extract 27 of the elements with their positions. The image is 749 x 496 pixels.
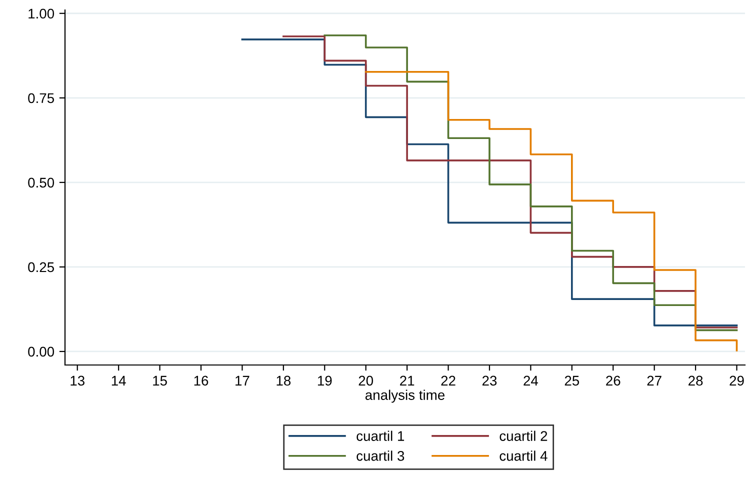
y-tick-label: 0.25: [28, 262, 54, 272]
x-tick-label: 20: [358, 376, 374, 386]
x-tick-label: 17: [236, 376, 250, 386]
x-tick-label: 21: [400, 376, 414, 386]
y-tick-label: 0.00: [28, 346, 54, 357]
x-tick-label: 18: [276, 376, 291, 386]
x-tick-label: 15: [153, 376, 167, 386]
y-tick-label: 1.00: [28, 8, 54, 19]
legend-label: cuartil 4: [500, 450, 548, 461]
x-tick-label: 13: [70, 376, 84, 386]
x-tick-label: 24: [524, 376, 538, 386]
legend-label: cuartil 1: [356, 430, 404, 441]
x-tick-label: 16: [194, 376, 208, 386]
x-tick-label: 14: [112, 376, 126, 386]
x-axis-title: analysis time: [365, 390, 445, 403]
x-tick-label: 19: [318, 376, 332, 386]
x-tick-label: 27: [647, 376, 662, 386]
x-tick-label: 22: [441, 376, 456, 386]
x-tick-label: 23: [482, 376, 497, 386]
x-tick-label: 29: [730, 376, 744, 386]
x-tick-label: 26: [606, 376, 620, 386]
legend-label: cuartil 3: [356, 450, 404, 461]
y-tick-label: 0.75: [28, 93, 54, 104]
x-tick-label: 28: [688, 376, 703, 386]
legend-label: cuartil 2: [500, 430, 548, 441]
x-tick-label: 25: [564, 376, 580, 386]
y-tick-label: 0.50: [28, 178, 54, 188]
